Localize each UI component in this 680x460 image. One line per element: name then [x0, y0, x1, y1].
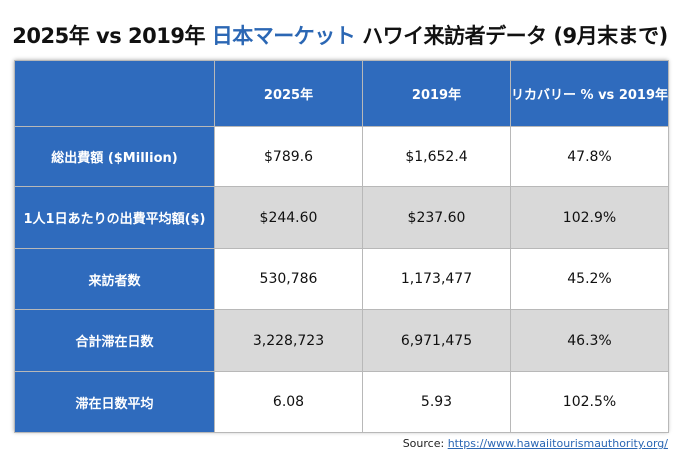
row-label-average-stay: 滞在日数平均 [14, 371, 215, 433]
row-label-total-spending: 総出費額 ($Million) [14, 126, 215, 187]
data-table: 2025年 2019年 リカバリー % vs 2019年 総出費額 ($Mill… [14, 60, 669, 433]
cell-value: 6,971,475 [362, 309, 511, 372]
table-row: 来訪者数 530,786 1,173,477 45.2% [14, 248, 669, 310]
title-part-2: ハワイ来訪者データ (9月末まで) [355, 24, 668, 48]
cell-value: 3,228,723 [214, 309, 363, 372]
title-part-1: 2025年 vs 2019年 [12, 24, 212, 48]
table-row: 滞在日数平均 6.08 5.93 102.5% [14, 371, 669, 433]
column-header-recovery: リカバリー % vs 2019年 [510, 60, 669, 127]
header-row: 2025年 2019年 リカバリー % vs 2019年 [14, 60, 669, 127]
cell-value: 102.5% [510, 371, 669, 433]
row-label-total-stay-days: 合計滞在日数 [14, 309, 215, 372]
cell-value: 47.8% [510, 126, 669, 187]
cell-value: $244.60 [214, 186, 363, 249]
cell-value: $237.60 [362, 186, 511, 249]
cell-value: 1,173,477 [362, 248, 511, 310]
cell-value: 46.3% [510, 309, 669, 372]
chart-title: 2025年 vs 2019年 日本マーケット ハワイ来訪者データ (9月末まで) [0, 20, 680, 50]
source-label: Source: [402, 437, 448, 450]
cell-value: 5.93 [362, 371, 511, 433]
row-label-visitors: 来訪者数 [14, 248, 215, 310]
cell-value: 530,786 [214, 248, 363, 310]
column-header-empty [14, 60, 215, 127]
row-label-daily-spending: 1人1日あたりの出費平均額($) [14, 186, 215, 249]
table-row: 1人1日あたりの出費平均額($) $244.60 $237.60 102.9% [14, 186, 669, 249]
source-note: Source: https://www.hawaiitourismauthori… [403, 437, 668, 450]
table-card: 2025年 2019年 リカバリー % vs 2019年 総出費額 ($Mill… [14, 60, 669, 433]
title-accent: 日本マーケット [211, 24, 356, 48]
column-header-2025: 2025年 [214, 60, 363, 127]
source-link[interactable]: https://www.hawaiitourismauthority.org/ [447, 437, 668, 450]
column-header-2019: 2019年 [362, 60, 511, 127]
table-row: 総出費額 ($Million) $789.6 $1,652.4 47.8% [14, 126, 669, 187]
cell-value: $789.6 [214, 126, 363, 187]
table-row: 合計滞在日数 3,228,723 6,971,475 46.3% [14, 309, 669, 372]
cell-value: 45.2% [510, 248, 669, 310]
cell-value: 102.9% [510, 186, 669, 249]
cell-value: $1,652.4 [362, 126, 511, 187]
cell-value: 6.08 [214, 371, 363, 433]
